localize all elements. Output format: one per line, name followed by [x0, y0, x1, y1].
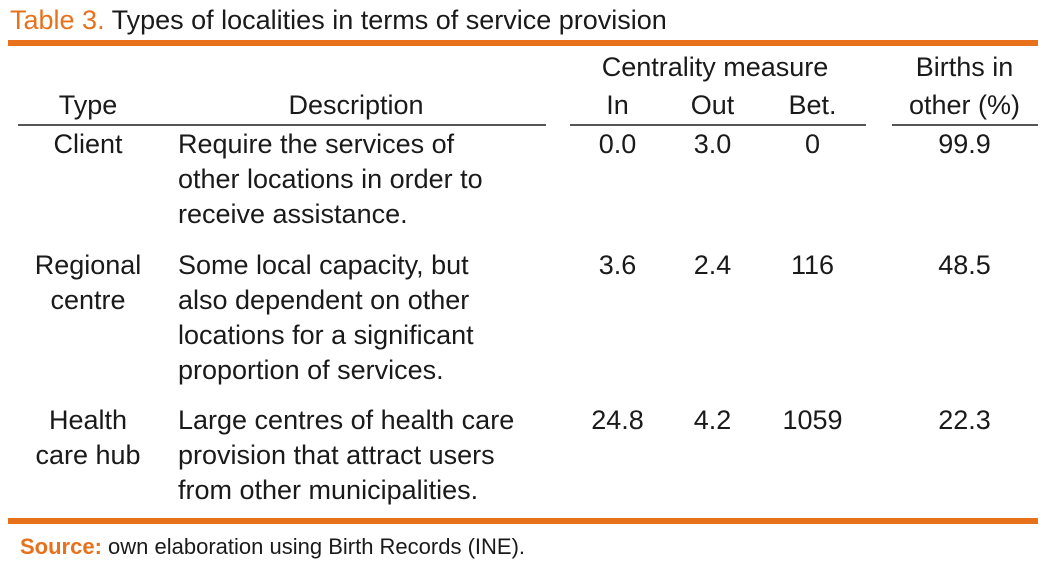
row-births: 48.5 [938, 250, 991, 280]
header-rule-centrality [570, 124, 866, 126]
source-note: Source: own elaboration using Birth Reco… [20, 532, 525, 562]
source-text: own elaboration using Birth Records (INE… [108, 534, 526, 559]
row-description-line: Some local capacity, but [178, 250, 469, 280]
table-title: Types of localities in terms of service … [111, 5, 667, 35]
row-bet: 0 [804, 129, 821, 159]
row-out: 2.4 [693, 250, 732, 280]
row-type: Client [18, 127, 158, 162]
row-description-line: provision that attract users [178, 440, 495, 470]
row-description-line: from other municipalities. [178, 475, 479, 505]
header-rule-births [892, 124, 1038, 126]
row-type: Regional centre [18, 248, 158, 318]
row-description-line: locations for a significant [178, 320, 474, 350]
header-type: Type [58, 90, 118, 120]
row-type-line: centre [50, 285, 126, 315]
row-description: Require the services of other locations … [178, 127, 483, 232]
row-births: 22.3 [938, 405, 991, 435]
row-description-line: Require the services of [178, 129, 455, 159]
row-in: 0.0 [598, 129, 637, 159]
row-bet: 116 [790, 250, 835, 280]
row-description-line: also dependent on other [178, 285, 470, 315]
row-description-line: proportion of services. [178, 355, 444, 385]
header-in: In [606, 90, 629, 120]
header-births-line2: other (%) [908, 90, 1021, 120]
row-description: Large centres of health care provision t… [178, 403, 514, 508]
row-type-line: Client [53, 129, 123, 159]
row-type-line: care hub [35, 440, 141, 470]
row-bet: 1059 [782, 405, 843, 435]
table-number: Table 3. [10, 5, 105, 35]
source-label: Source: [20, 534, 102, 559]
table-caption: Table 3. Types of localities in terms of… [10, 2, 667, 38]
row-description: Some local capacity, but also dependent … [178, 248, 474, 388]
row-type-line: Health [48, 405, 128, 435]
row-out: 3.0 [693, 129, 732, 159]
row-in: 3.6 [598, 250, 637, 280]
row-description-line: other locations in order to [178, 164, 483, 194]
header-bet: Bet. [788, 90, 837, 120]
row-in: 24.8 [591, 405, 644, 435]
row-description-line: Large centres of health care [178, 405, 515, 435]
row-description-line: receive assistance. [178, 199, 408, 229]
row-births: 99.9 [938, 129, 991, 159]
row-type: Health care hub [18, 403, 158, 473]
bottom-rule [8, 518, 1038, 524]
header-births-line1: Births in [915, 52, 1014, 82]
row-out: 4.2 [693, 405, 732, 435]
top-rule [8, 40, 1038, 46]
header-description: Description [288, 90, 424, 120]
header-out: Out [690, 90, 735, 120]
row-type-line: Regional [34, 250, 142, 280]
header-centrality-measure: Centrality measure [601, 52, 829, 82]
header-rule-left [18, 124, 546, 126]
